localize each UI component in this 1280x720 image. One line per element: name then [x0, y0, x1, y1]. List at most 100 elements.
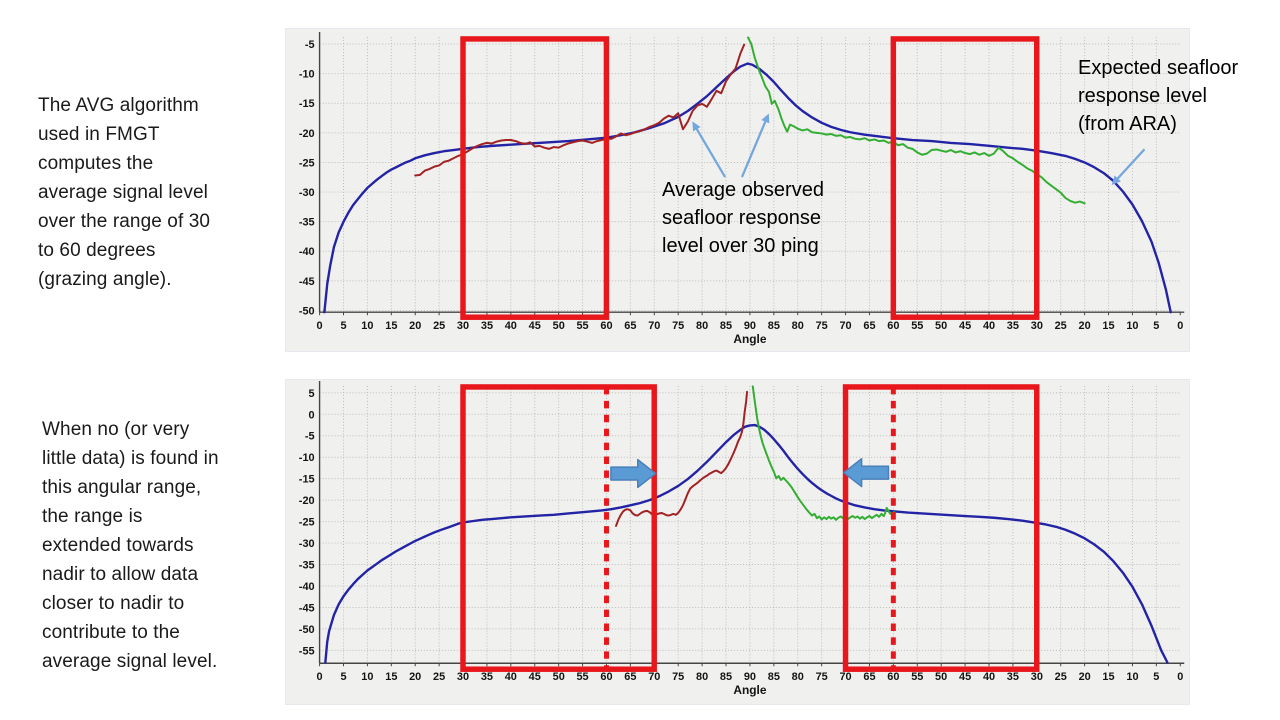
chart-top: 0 5 10 15 20 25 30 35 40 45 50 55 60 65 70 75 80 85 90 85 80…	[285, 28, 1190, 352]
svg-text:15: 15	[1102, 320, 1114, 332]
svg-text:10: 10	[1126, 671, 1138, 683]
svg-text:45: 45	[959, 320, 971, 332]
series-observed-starboard	[747, 36, 1086, 205]
chart-bottom: 0 5 10 15 20 25 30 35 40 45 50 55 60 65 70 75 80 85 90 85 80…	[285, 379, 1190, 705]
svg-text:0: 0	[309, 409, 315, 421]
svg-text:65: 65	[624, 320, 636, 332]
svg-text:35: 35	[1007, 671, 1019, 683]
svg-text:45: 45	[529, 671, 541, 683]
y-tick-labels: -5 -10 -15 -20 -25 -30 -35 -40 -45 -50	[299, 39, 315, 317]
svg-text:55: 55	[576, 320, 588, 332]
series-expected-ara	[324, 423, 1169, 664]
svg-text:25: 25	[1055, 671, 1067, 683]
svg-text:60: 60	[887, 320, 899, 332]
x-tick-labels: 0 5 10 15 20 25 30 35 40 45 50 55 60 65 70 75 80 85 90 85 80…	[317, 671, 1184, 683]
top-chart-svg: 0 5 10 15 20 25 30 35 40 45 50 55 60 65 70 75 80 85 90 85 80…	[299, 31, 1185, 346]
annotation-expected-response: Expected seafloor response level (from A…	[1078, 57, 1239, 135]
note-avg-algorithm: The AVG algorithm used in FMGT computes …	[38, 95, 211, 290]
grid	[319, 36, 1181, 313]
svg-text:90: 90	[744, 320, 756, 332]
svg-text:20: 20	[409, 671, 421, 683]
svg-text:10: 10	[1126, 320, 1138, 332]
svg-text:35: 35	[481, 671, 493, 683]
svg-text:5: 5	[1153, 320, 1159, 332]
series-observed-port	[615, 390, 749, 527]
svg-text:90: 90	[744, 671, 756, 683]
svg-text:50: 50	[553, 320, 565, 332]
svg-text:10: 10	[361, 320, 373, 332]
svg-text:25: 25	[433, 320, 445, 332]
svg-text:75: 75	[672, 320, 684, 332]
svg-text:-15: -15	[299, 98, 315, 110]
block-arrow-left-icon	[842, 458, 890, 488]
svg-text:0: 0	[317, 671, 323, 683]
svg-text:55: 55	[911, 671, 923, 683]
svg-text:30: 30	[1031, 320, 1043, 332]
svg-text:80: 80	[792, 671, 804, 683]
svg-text:80: 80	[792, 320, 804, 332]
series-observed-starboard	[751, 385, 896, 521]
svg-text:45: 45	[959, 671, 971, 683]
svg-text:20: 20	[409, 320, 421, 332]
svg-text:65: 65	[624, 671, 636, 683]
svg-text:-35: -35	[299, 217, 315, 229]
axes	[318, 380, 1185, 667]
highlight-box-starboard	[842, 384, 1040, 672]
svg-text:50: 50	[935, 320, 947, 332]
svg-text:85: 85	[768, 320, 780, 332]
svg-text:60: 60	[600, 320, 612, 332]
series-observed-port	[414, 43, 746, 177]
svg-text:70: 70	[648, 320, 660, 332]
highlight-box-port	[460, 36, 610, 320]
callout-arrow-expected-icon	[1111, 148, 1146, 186]
svg-text:30: 30	[457, 671, 469, 683]
annotation-observed-response: Average observed seafloor response level…	[662, 179, 824, 257]
svg-text:55: 55	[576, 671, 588, 683]
svg-text:10: 10	[361, 671, 373, 683]
svg-text:-10: -10	[299, 69, 315, 81]
svg-text:-25: -25	[299, 517, 315, 529]
svg-text:40: 40	[505, 320, 517, 332]
svg-text:80: 80	[696, 320, 708, 332]
svg-text:-35: -35	[299, 560, 315, 572]
svg-text:-40: -40	[299, 246, 315, 258]
svg-text:35: 35	[481, 320, 493, 332]
svg-text:65: 65	[863, 671, 875, 683]
svg-text:0: 0	[317, 320, 323, 332]
svg-text:20: 20	[1079, 671, 1091, 683]
svg-text:85: 85	[720, 320, 732, 332]
axes	[318, 31, 1185, 316]
svg-text:75: 75	[816, 671, 828, 683]
svg-text:-45: -45	[299, 276, 315, 288]
highlight-box-starboard	[890, 36, 1040, 320]
svg-text:50: 50	[935, 671, 947, 683]
bottom-chart-svg: 0 5 10 15 20 25 30 35 40 45 50 55 60 65 70 75 80 85 90 85 80…	[299, 380, 1185, 697]
svg-text:15: 15	[385, 671, 397, 683]
y-tick-labels: 5 0 -5 -10 -15 -20 -25 -30 -35 -40 -45 -50 -55	[299, 388, 315, 658]
svg-text:-20: -20	[299, 128, 315, 140]
x-axis-label: Angle	[733, 332, 766, 346]
note-range-extension: When no (or very little data) is found i…	[42, 419, 219, 672]
svg-text:60: 60	[887, 671, 899, 683]
svg-text:-55: -55	[299, 645, 315, 657]
svg-text:-30: -30	[299, 187, 315, 199]
svg-text:30: 30	[457, 320, 469, 332]
svg-text:0: 0	[1177, 671, 1183, 683]
svg-text:25: 25	[433, 671, 445, 683]
svg-text:-10: -10	[299, 452, 315, 464]
svg-text:25: 25	[1055, 320, 1067, 332]
svg-text:85: 85	[720, 671, 732, 683]
svg-text:-25: -25	[299, 157, 315, 169]
callout-arrow-observed-starboard-icon	[740, 113, 770, 178]
svg-text:5: 5	[341, 320, 347, 332]
callout-arrow-observed-port-icon	[692, 121, 727, 178]
svg-text:5: 5	[340, 671, 346, 683]
svg-text:40: 40	[505, 671, 517, 683]
svg-text:-50: -50	[299, 624, 315, 636]
svg-text:5: 5	[1153, 671, 1159, 683]
svg-text:80: 80	[696, 671, 708, 683]
svg-text:-40: -40	[299, 581, 315, 593]
x-axis-label: Angle	[733, 683, 766, 697]
svg-text:15: 15	[1102, 671, 1114, 683]
